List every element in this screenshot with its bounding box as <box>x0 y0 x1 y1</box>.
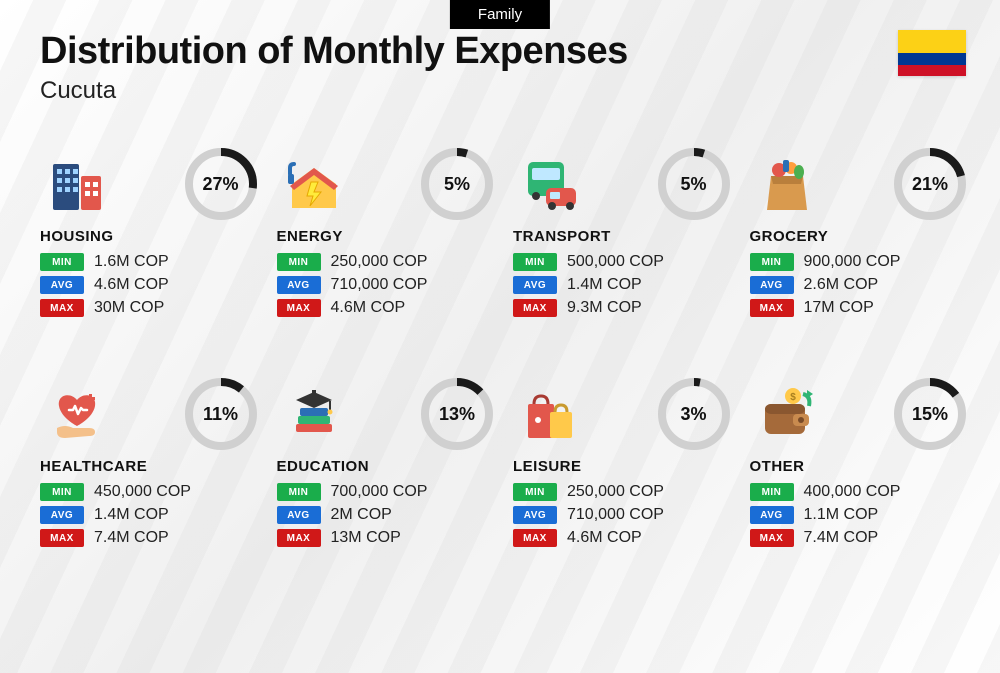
min-badge: MIN <box>750 483 794 501</box>
max-badge: MAX <box>277 299 321 317</box>
transport-min-value: 500,000 COP <box>567 253 664 271</box>
education-icon <box>277 378 351 450</box>
healthcare-max-value: 7.4M COP <box>94 529 169 547</box>
housing-icon <box>40 148 114 220</box>
housing-max-value: 30M COP <box>94 299 164 317</box>
grocery-avg-value: 2.6M COP <box>804 276 879 294</box>
min-badge: MIN <box>40 483 84 501</box>
leisure-min-value: 250,000 COP <box>567 483 664 501</box>
category-tag: Family <box>450 0 550 29</box>
other-icon <box>750 378 824 450</box>
transport-max-value: 9.3M COP <box>567 299 642 317</box>
transport-icon <box>513 148 587 220</box>
grocery-icon <box>750 148 824 220</box>
education-max-value: 13M COP <box>331 529 401 547</box>
energy-pct-label: 5% <box>421 148 493 220</box>
energy-min-value: 250,000 COP <box>331 253 428 271</box>
expense-card-transport: 5% TRANSPORT MIN 500,000 COP AVG 1.4M CO… <box>513 148 730 322</box>
min-badge: MIN <box>277 483 321 501</box>
grocery-pct-label: 21% <box>894 148 966 220</box>
grocery-name: GROCERY <box>750 228 967 245</box>
healthcare-pct-ring: 11% <box>185 378 257 450</box>
min-badge: MIN <box>513 253 557 271</box>
housing-avg-value: 4.6M COP <box>94 276 169 294</box>
energy-icon <box>277 148 351 220</box>
min-badge: MIN <box>513 483 557 501</box>
education-name: EDUCATION <box>277 458 494 475</box>
max-badge: MAX <box>750 529 794 547</box>
expense-card-housing: 27% HOUSING MIN 1.6M COP AVG 4.6M COP MA… <box>40 148 257 322</box>
min-badge: MIN <box>277 253 321 271</box>
healthcare-min-value: 450,000 COP <box>94 483 191 501</box>
expense-card-healthcare: 11% HEALTHCARE MIN 450,000 COP AVG 1.4M … <box>40 378 257 552</box>
avg-badge: AVG <box>40 276 84 294</box>
expense-card-grocery: 21% GROCERY MIN 900,000 COP AVG 2.6M COP… <box>750 148 967 322</box>
housing-name: HOUSING <box>40 228 257 245</box>
energy-name: ENERGY <box>277 228 494 245</box>
healthcare-pct-label: 11% <box>185 378 257 450</box>
min-badge: MIN <box>750 253 794 271</box>
max-badge: MAX <box>277 529 321 547</box>
expense-card-leisure: 3% LEISURE MIN 250,000 COP AVG 710,000 C… <box>513 378 730 552</box>
avg-badge: AVG <box>513 276 557 294</box>
header: Distribution of Monthly Expenses Cucuta <box>40 30 628 105</box>
transport-pct-ring: 5% <box>658 148 730 220</box>
avg-badge: AVG <box>40 506 84 524</box>
page-subtitle: Cucuta <box>40 77 628 105</box>
leisure-icon <box>513 378 587 450</box>
healthcare-name: HEALTHCARE <box>40 458 257 475</box>
max-badge: MAX <box>750 299 794 317</box>
leisure-name: LEISURE <box>513 458 730 475</box>
expense-card-energy: 5% ENERGY MIN 250,000 COP AVG 710,000 CO… <box>277 148 494 322</box>
housing-pct-label: 27% <box>185 148 257 220</box>
housing-min-value: 1.6M COP <box>94 253 169 271</box>
colombia-flag-icon <box>898 30 966 76</box>
max-badge: MAX <box>513 299 557 317</box>
grocery-pct-ring: 21% <box>894 148 966 220</box>
avg-badge: AVG <box>750 276 794 294</box>
healthcare-icon <box>40 378 114 450</box>
leisure-pct-label: 3% <box>658 378 730 450</box>
education-avg-value: 2M COP <box>331 506 392 524</box>
housing-pct-ring: 27% <box>185 148 257 220</box>
max-badge: MAX <box>40 529 84 547</box>
max-badge: MAX <box>513 529 557 547</box>
education-min-value: 700,000 COP <box>331 483 428 501</box>
energy-avg-value: 710,000 COP <box>331 276 428 294</box>
education-pct-label: 13% <box>421 378 493 450</box>
leisure-max-value: 4.6M COP <box>567 529 642 547</box>
energy-pct-ring: 5% <box>421 148 493 220</box>
avg-badge: AVG <box>750 506 794 524</box>
avg-badge: AVG <box>277 276 321 294</box>
other-pct-ring: 15% <box>894 378 966 450</box>
leisure-avg-value: 710,000 COP <box>567 506 664 524</box>
expense-card-other: 15% OTHER MIN 400,000 COP AVG 1.1M COP M… <box>750 378 967 552</box>
avg-badge: AVG <box>513 506 557 524</box>
other-pct-label: 15% <box>894 378 966 450</box>
healthcare-avg-value: 1.4M COP <box>94 506 169 524</box>
grocery-max-value: 17M COP <box>804 299 874 317</box>
transport-avg-value: 1.4M COP <box>567 276 642 294</box>
expense-card-education: 13% EDUCATION MIN 700,000 COP AVG 2M COP… <box>277 378 494 552</box>
education-pct-ring: 13% <box>421 378 493 450</box>
other-avg-value: 1.1M COP <box>804 506 879 524</box>
page-title: Distribution of Monthly Expenses <box>40 30 628 73</box>
avg-badge: AVG <box>277 506 321 524</box>
grocery-min-value: 900,000 COP <box>804 253 901 271</box>
other-min-value: 400,000 COP <box>804 483 901 501</box>
expense-grid: 27% HOUSING MIN 1.6M COP AVG 4.6M COP MA… <box>40 148 966 552</box>
max-badge: MAX <box>40 299 84 317</box>
transport-pct-label: 5% <box>658 148 730 220</box>
transport-name: TRANSPORT <box>513 228 730 245</box>
min-badge: MIN <box>40 253 84 271</box>
other-max-value: 7.4M COP <box>804 529 879 547</box>
leisure-pct-ring: 3% <box>658 378 730 450</box>
energy-max-value: 4.6M COP <box>331 299 406 317</box>
other-name: OTHER <box>750 458 967 475</box>
